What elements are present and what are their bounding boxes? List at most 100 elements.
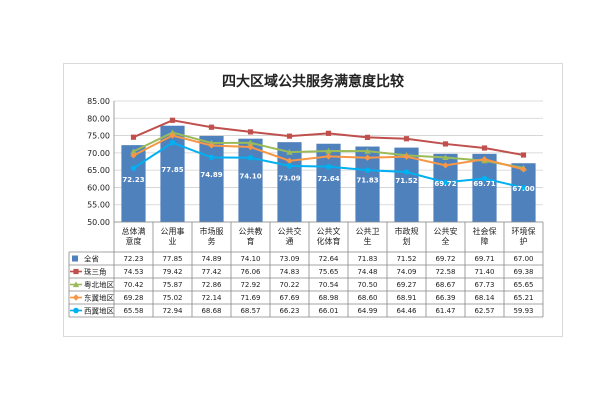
table-cell: 68.68 <box>201 307 221 315</box>
table-cell: 72.23 <box>123 255 143 263</box>
series-marker <box>286 157 293 165</box>
x-tick-label: 划 <box>403 236 411 246</box>
y-tick-label: 50.00 <box>87 218 110 227</box>
x-tick-label: 生 <box>364 236 372 246</box>
table-cell: 68.60 <box>357 294 377 302</box>
table-cell: 66.23 <box>279 307 299 315</box>
bar-value-label: 74.10 <box>239 173 261 181</box>
table-cell: 72.94 <box>162 307 183 315</box>
bar-labels: 72.23 77.85 74.89 74.10 73.09 72.64 71.83 71.52… <box>122 166 534 193</box>
series-marker <box>403 153 410 160</box>
table-cell: 71.83 <box>357 255 377 263</box>
legend-key <box>73 268 79 275</box>
data-table: 全省 72.23 77.85 74.89 74.10 73.09 72.64 71.83 71.… <box>68 221 544 318</box>
x-tick-label: 业 <box>169 236 177 246</box>
series-marker <box>325 153 332 160</box>
series-marker <box>130 148 137 155</box>
legend-key <box>72 255 78 262</box>
bar-value-label: 74.89 <box>200 171 222 179</box>
table-cell: 65.21 <box>513 294 533 302</box>
series-marker <box>286 133 293 139</box>
table-cell: 61.47 <box>435 307 455 315</box>
series-marker <box>481 156 488 163</box>
table-cell: 67.00 <box>513 255 533 263</box>
series-marker <box>208 124 215 130</box>
x-tick-label: 意度 <box>126 236 142 246</box>
bar <box>277 142 302 222</box>
series-marker <box>364 167 371 173</box>
table-cell: 68.91 <box>396 294 416 302</box>
bar-value-label: 72.64 <box>317 175 339 183</box>
legend-entry: 珠三角 <box>84 267 107 277</box>
table-cell: 70.22 <box>279 281 299 289</box>
y-tick-label: 60.00 <box>87 183 110 192</box>
series-marker <box>403 136 410 142</box>
table-cell: 74.83 <box>279 268 299 276</box>
x-tick-label: 全 <box>442 236 450 246</box>
table-cell: 66.01 <box>318 307 338 315</box>
legend-key <box>72 281 80 288</box>
bar-value-label: 77.85 <box>161 166 183 174</box>
table-cell: 70.50 <box>357 281 377 289</box>
series-marker <box>169 117 176 123</box>
table-cell: 69.27 <box>396 281 416 289</box>
bar <box>511 163 536 222</box>
table-cell: 65.65 <box>513 281 533 289</box>
series-marker <box>364 134 371 140</box>
table-cell: 70.54 <box>318 281 339 289</box>
series-marker <box>442 179 449 186</box>
table-cell: 68.57 <box>240 307 260 315</box>
y-tick-label: 85.00 <box>87 97 110 106</box>
x-tick-label: 公共交 <box>278 226 302 236</box>
bar-value-label: 69.72 <box>434 180 456 188</box>
table-cell: 71.69 <box>240 294 260 302</box>
y-tick-label: 70.00 <box>87 149 110 158</box>
series-marker <box>208 142 215 149</box>
x-tick-label: 障 <box>481 236 489 246</box>
series-marker <box>520 166 527 173</box>
table-cell: 77.42 <box>201 268 221 276</box>
series-marker <box>325 163 332 170</box>
y-tick-label: 65.00 <box>87 166 110 175</box>
x-tick-label: 公共卫 <box>356 227 380 236</box>
series-marker <box>481 145 488 151</box>
table-cell: 71.40 <box>474 268 494 276</box>
y-tick-label: 80.00 <box>87 114 110 123</box>
table-cell: 74.09 <box>396 268 416 276</box>
series-marker <box>520 152 527 158</box>
table-cell: 74.53 <box>123 268 143 276</box>
x-tick-label: 环境保 <box>512 226 536 236</box>
series-marker <box>247 143 254 151</box>
table-cell: 72.86 <box>201 281 222 289</box>
bar-value-label: 67.00 <box>512 185 534 193</box>
series-marker <box>169 139 176 146</box>
series-marker <box>364 147 371 154</box>
table-cell: 72.64 <box>318 255 339 263</box>
legend-entry: 东翼地区 <box>84 293 114 303</box>
table-cell: 71.52 <box>396 255 416 263</box>
table-cell: 75.65 <box>318 268 338 276</box>
legend-entry: 全省 <box>84 254 99 264</box>
bar-value-label: 71.52 <box>395 177 417 185</box>
bar-value-label: 71.83 <box>356 177 378 185</box>
bar <box>394 147 419 222</box>
series-marker <box>130 134 137 140</box>
x-tick-label: 护 <box>520 236 528 246</box>
legend-key <box>73 307 79 314</box>
table-cell: 67.69 <box>279 294 299 302</box>
series-marker <box>442 162 449 169</box>
table-cell: 68.67 <box>435 281 455 289</box>
table-cell: 64.99 <box>357 307 377 315</box>
x-tick-label: 公用事 <box>161 226 185 236</box>
table-cell: 72.14 <box>201 294 222 302</box>
table-cell: 66.39 <box>435 294 455 302</box>
series-marker <box>247 129 254 135</box>
table-cell: 62.57 <box>474 307 494 315</box>
table-cell: 70.42 <box>123 281 143 289</box>
table-cell: 69.28 <box>123 294 143 302</box>
bar <box>199 135 224 222</box>
table-cell: 67.73 <box>474 281 494 289</box>
table-cell: 59.93 <box>513 307 533 315</box>
